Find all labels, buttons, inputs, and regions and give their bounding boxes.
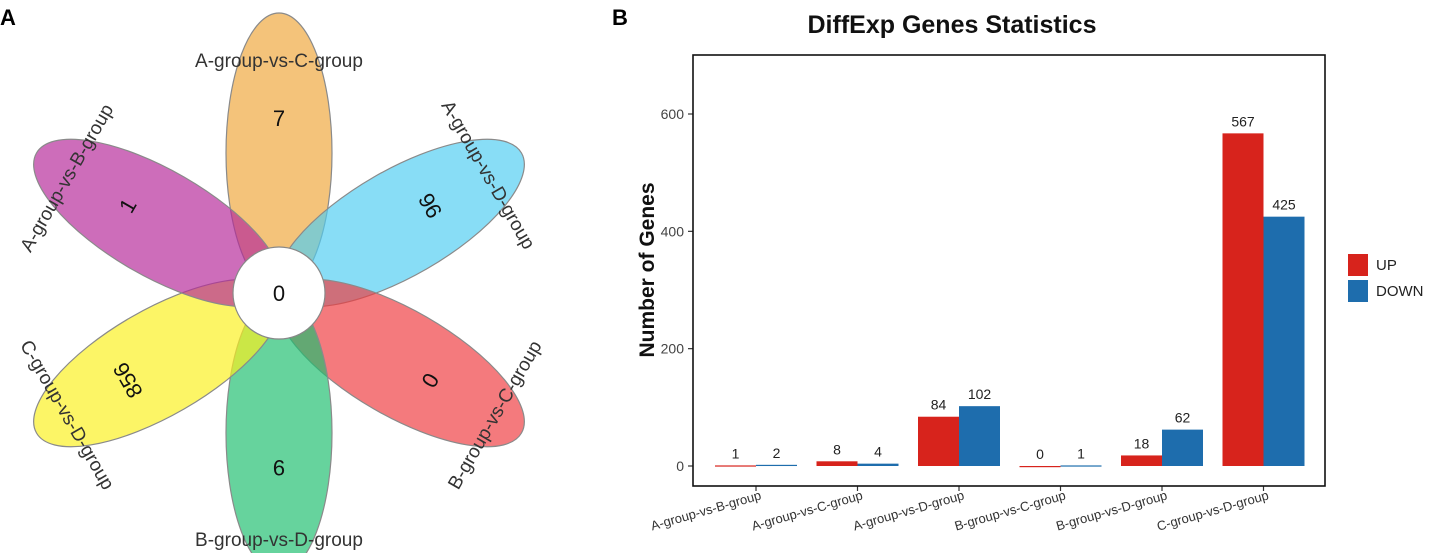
y-tick-label-200: 200 bbox=[661, 341, 685, 357]
venn-center-circle bbox=[232, 246, 326, 340]
y-axis-title: Number of Genes bbox=[636, 182, 659, 357]
legend-swatch-down bbox=[1348, 280, 1368, 302]
bar-label-down-a-group-vs-d-group: 102 bbox=[968, 386, 992, 402]
bar-down-c-group-vs-d-group bbox=[1263, 216, 1305, 466]
bar-label-down-a-group-vs-c-group: 4 bbox=[874, 444, 882, 460]
bar-label-down-b-group-vs-d-group: 62 bbox=[1175, 410, 1191, 426]
bar-chart: DiffExp Genes Statistics Number of Genes… bbox=[636, 11, 1424, 534]
bar-label-up-b-group-vs-c-group: 0 bbox=[1036, 446, 1044, 462]
y-tick-label-400: 400 bbox=[661, 223, 685, 239]
bar-up-a-group-vs-d-group bbox=[918, 416, 959, 466]
petal-value-b-group-vs-d-group: 9 bbox=[273, 455, 285, 480]
bar-up-c-group-vs-d-group bbox=[1222, 133, 1264, 467]
legend-swatch-up bbox=[1348, 254, 1368, 276]
bar-label-up-a-group-vs-b-group: 1 bbox=[732, 445, 740, 461]
bar-label-up-a-group-vs-c-group: 8 bbox=[833, 441, 841, 457]
x-category-label-c-group-vs-d-group: C-group-vs-D-group bbox=[1155, 487, 1270, 533]
bar-label-down-a-group-vs-b-group: 2 bbox=[773, 445, 781, 461]
y-tick-label-0: 0 bbox=[676, 458, 684, 474]
bars bbox=[715, 133, 1305, 468]
bar-down-a-group-vs-c-group bbox=[857, 463, 899, 466]
venn-center-value: 0 bbox=[273, 281, 285, 306]
panel-a-letter: A bbox=[0, 5, 16, 30]
petal-label-a-group-vs-c-group: A-group-vs-C-group bbox=[195, 51, 363, 72]
bar-label-down-c-group-vs-d-group: 425 bbox=[1272, 197, 1296, 213]
chart-title: DiffExp Genes Statistics bbox=[808, 11, 1097, 39]
bar-down-b-group-vs-d-group bbox=[1162, 429, 1203, 466]
bar-up-b-group-vs-d-group bbox=[1121, 455, 1162, 466]
x-category-label-b-group-vs-c-group: B-group-vs-C-group bbox=[953, 487, 1068, 533]
x-axis-category-labels: A-group-vs-B-groupA-group-vs-C-groupA-gr… bbox=[649, 486, 1270, 534]
bar-label-up-c-group-vs-d-group: 567 bbox=[1231, 113, 1255, 129]
legend: UP DOWN bbox=[1348, 254, 1424, 302]
y-axis-ticks: 0 200 400 600 bbox=[661, 106, 693, 474]
petal-label-b-group-vs-d-group: B-group-vs-D-group bbox=[195, 530, 363, 551]
bar-down-b-group-vs-c-group bbox=[1060, 465, 1102, 467]
x-category-label-a-group-vs-d-group: A-group-vs-D-group bbox=[851, 487, 966, 533]
bar-up-a-group-vs-b-group bbox=[715, 465, 756, 467]
y-tick-label-600: 600 bbox=[661, 106, 685, 122]
bar-up-b-group-vs-c-group bbox=[1019, 466, 1061, 468]
bar-label-up-b-group-vs-d-group: 18 bbox=[1134, 435, 1150, 451]
legend-label-up: UP bbox=[1376, 257, 1397, 274]
bar-down-a-group-vs-d-group bbox=[959, 406, 1000, 466]
bar-down-a-group-vs-b-group bbox=[756, 464, 797, 467]
legend-label-down: DOWN bbox=[1376, 283, 1424, 300]
x-category-label-a-group-vs-c-group: A-group-vs-C-group bbox=[750, 487, 865, 533]
plot-frame bbox=[692, 54, 1326, 487]
petal-value-a-group-vs-c-group: 7 bbox=[273, 106, 285, 131]
bar-label-up-a-group-vs-d-group: 84 bbox=[931, 397, 947, 413]
bar-up-a-group-vs-c-group bbox=[816, 461, 858, 466]
bar-label-down-b-group-vs-c-group: 1 bbox=[1077, 445, 1085, 461]
x-category-label-b-group-vs-d-group: B-group-vs-D-group bbox=[1054, 487, 1169, 533]
panel-b-letter: B bbox=[612, 5, 628, 30]
x-category-label-a-group-vs-b-group: A-group-vs-B-group bbox=[649, 487, 763, 533]
